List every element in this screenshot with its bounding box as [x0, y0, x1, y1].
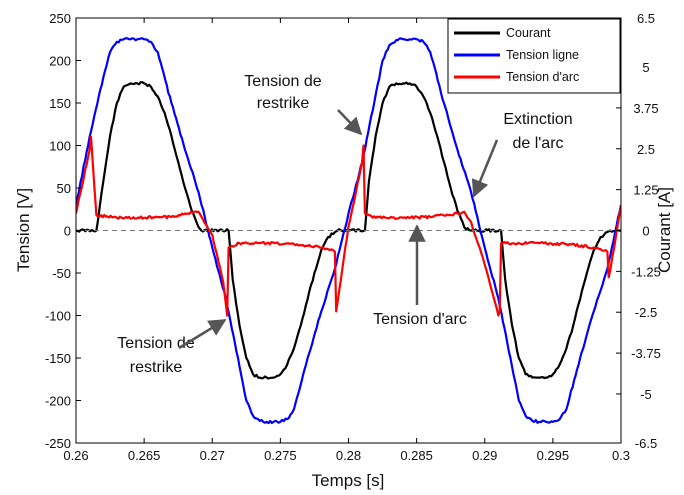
annotation-restrike-1: Tension de restrike	[244, 73, 363, 136]
series-tension-d-arcline	[76, 135, 621, 317]
annotation-restrike-1-line2: restrike	[257, 95, 310, 112]
annotation-restrike-2-line1: Tension de	[117, 335, 194, 352]
y2-tick-label: 6.5	[637, 11, 655, 26]
y2-tick-label: -3.75	[631, 346, 661, 361]
x-tick-label: 0.29	[472, 448, 497, 463]
x-tick-label: 0.275	[264, 448, 297, 463]
annotation-extinction-line1: Extinction	[503, 111, 572, 128]
x-tick-label: 0.3	[612, 448, 630, 463]
y-tick-label: 150	[49, 96, 71, 111]
y2-axis-label: Courant [A]	[655, 187, 674, 273]
x-tick-label: 0.285	[400, 448, 433, 463]
annotation-restrike-1-line1: Tension de	[244, 73, 321, 90]
annotation-restrike-2-arrow	[178, 318, 227, 350]
y-axis-label: Tension [V]	[14, 188, 33, 272]
legend-label-tension-arc: Tension d'arc	[506, 70, 579, 84]
annotation-arc-voltage-label: Tension d'arc	[373, 311, 467, 328]
y-tick-label: -100	[45, 309, 71, 324]
series-tension-ligneline	[76, 37, 621, 425]
y2-tick-label: -6.5	[635, 436, 657, 451]
x-axis-label: Temps [s]	[312, 471, 385, 490]
y-tick-label: -200	[45, 394, 71, 409]
y-tick-label: 200	[49, 54, 71, 69]
annotation-extinction-arrow	[471, 139, 499, 198]
y2-tick-label: -2.5	[635, 305, 657, 320]
annotation-restrike-1-arrow	[337, 109, 363, 136]
x-tick-label: 0.265	[128, 448, 161, 463]
annotation-arc-voltage: Tension d'arc	[373, 224, 467, 328]
x-tick-label: 0.295	[537, 448, 570, 463]
y2-tick-label: 3.75	[633, 101, 658, 116]
y2-tick-label: 1.25	[633, 183, 658, 198]
y-tick-label: -150	[45, 351, 71, 366]
x-tick-label: 0.27	[200, 448, 225, 463]
annotation-restrike-2-line2: restrike	[130, 359, 183, 376]
y-tick-label: -250	[45, 436, 71, 451]
annotation-restrike-2: Tension de restrike	[117, 318, 227, 376]
y2-tick-label: -5	[640, 387, 652, 402]
x-tick-label: 0.28	[336, 448, 361, 463]
y2-tick-label: -1.25	[631, 264, 661, 279]
y2-tick-label: 5	[642, 60, 649, 75]
y-tick-label: 100	[49, 139, 71, 154]
x-tick-label: 0.26	[63, 448, 88, 463]
y-tick-label: 250	[49, 11, 71, 26]
legend: Courant Tension ligne Tension d'arc	[447, 18, 621, 94]
legend-label-courant: Courant	[506, 26, 551, 40]
y2-tick-label: 2.5	[637, 142, 655, 157]
y2-tick-label: 0	[642, 224, 649, 239]
y-tick-label: 0	[64, 224, 71, 239]
annotation-extinction-line2: de l'arc	[512, 135, 563, 152]
y-tick-label: 50	[57, 181, 71, 196]
annotation-extinction: Extinction de l'arc	[471, 111, 573, 198]
y-tick-label: -50	[52, 266, 71, 281]
legend-label-tension-ligne: Tension ligne	[506, 48, 579, 62]
